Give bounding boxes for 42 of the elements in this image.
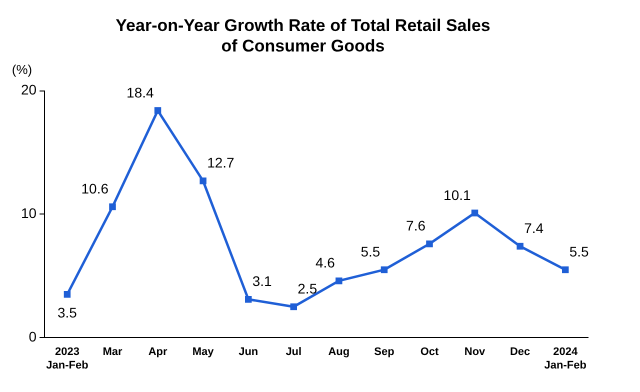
x-tick-label: May	[192, 346, 215, 358]
point	[290, 303, 298, 310]
y-tick-label: 20	[20, 82, 37, 98]
x-tick-label: Oct	[420, 346, 439, 358]
x-tick-label: Mar	[102, 346, 123, 358]
data-label: 10.1	[444, 186, 471, 203]
x-tick-label: Apr	[148, 346, 168, 358]
data-label: 18.4	[126, 84, 154, 100]
text: Year-on-Year Growth Rate of Total Retail Sales	[116, 16, 490, 35]
x-tick-label: Jul	[286, 346, 302, 358]
point	[64, 291, 71, 298]
data-label: 3.5	[57, 304, 78, 320]
y-axis-title: (%)	[12, 62, 32, 77]
x-tick-label: 2023 Jan-Feb	[46, 346, 89, 372]
point	[426, 240, 433, 248]
data-label: 2.5	[298, 280, 318, 297]
data-label: 7.6	[406, 218, 426, 234]
x-tick-label: Jun	[238, 346, 258, 358]
text: of Consumer Goods	[221, 36, 385, 56]
point	[562, 266, 569, 274]
data-label: 10.6	[81, 180, 109, 197]
point	[244, 296, 252, 303]
data-label: 5.5	[360, 244, 380, 260]
x-tick-label: 2024 Jan-Feb	[544, 346, 587, 372]
point	[380, 266, 388, 274]
data-label: 4.6	[315, 254, 336, 271]
x-tick-label: Dec	[510, 346, 530, 358]
point	[109, 203, 116, 210]
x-tick-label: Aug	[328, 346, 350, 358]
data-label: 12.7	[207, 154, 235, 171]
point	[516, 242, 524, 250]
x-tick-label: Sep	[374, 346, 395, 358]
point	[471, 210, 478, 216]
point	[200, 178, 206, 184]
x-tick-label: Nov	[464, 346, 486, 358]
point	[154, 107, 162, 114]
y-tick-label: 10	[20, 205, 37, 222]
data-label: 3.1	[252, 273, 272, 290]
data-label: 5.5	[569, 244, 590, 260]
y-tick-label: 0	[28, 328, 37, 344]
point	[336, 277, 342, 284]
data-label: 7.4	[524, 220, 544, 236]
